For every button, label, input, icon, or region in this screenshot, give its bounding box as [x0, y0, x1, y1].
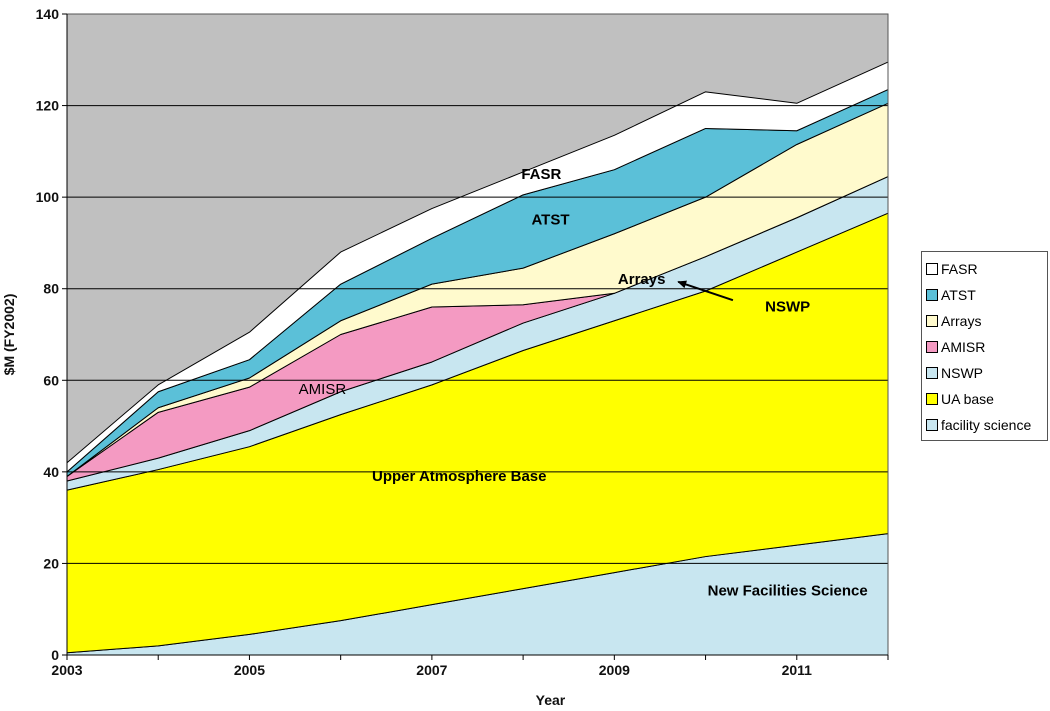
x-tick-label: 2009 [599, 662, 630, 678]
legend: FASR ATST Arrays AMISR NSWP UA base facility s… [921, 251, 1048, 441]
legend-item: ATST [926, 282, 1047, 308]
legend-label: UA base [941, 391, 994, 407]
y-tick-label: 20 [43, 555, 59, 571]
x-tick-label: 2011 [782, 662, 813, 678]
y-tick-label: 80 [43, 281, 59, 297]
y-tick-label: 60 [43, 372, 59, 388]
legend-item: FASR [926, 256, 1047, 282]
legend-swatch [926, 393, 938, 405]
y-tick-label: 100 [36, 189, 60, 205]
legend-label: FASR [941, 261, 978, 277]
legend-swatch [926, 263, 938, 275]
area-series [66, 61, 889, 656]
legend-label: facility science [941, 417, 1032, 433]
legend-label: Arrays [941, 313, 982, 329]
x-tick-label: 2003 [51, 662, 82, 678]
legend-label: NSWP [941, 365, 983, 381]
y-tick-label: 140 [36, 6, 60, 22]
nswp-arrow [677, 280, 734, 302]
legend-swatch [926, 341, 938, 353]
legend-item: UA base [926, 386, 1047, 412]
legend-item: NSWP [926, 360, 1047, 386]
y-tick-label: 0 [51, 647, 59, 663]
legend-swatch [926, 289, 938, 301]
x-tick-label: 2007 [416, 662, 447, 678]
legend-label: AMISR [941, 339, 986, 355]
legend-item: facility science [926, 412, 1047, 438]
legend-swatch [926, 315, 938, 327]
annotation-upper-atmosphere-base: Upper Atmosphere Base [372, 468, 547, 485]
legend-item: AMISR [926, 334, 1047, 360]
y-axis: 0 20 40 60 80 100 120 140 [36, 6, 68, 663]
gridlines [67, 105, 888, 564]
annotation-fasr: FASR [521, 166, 561, 183]
x-tick-label: 2005 [234, 662, 265, 678]
legend-swatch [926, 419, 938, 431]
y-axis-label: $M (FY2002) [1, 294, 17, 376]
x-axis: 2003 2005 2007 2009 2011 [51, 654, 889, 678]
legend-item: Arrays [926, 308, 1047, 334]
y-tick-label: 40 [43, 464, 59, 480]
annotation-atst: ATST [531, 212, 569, 229]
legend-label: ATST [941, 287, 976, 303]
y-tick-label: 120 [36, 98, 60, 114]
annotation-amisr: AMISR [299, 381, 347, 398]
annotation-nswp: NSWP [765, 299, 810, 316]
annotation-arrays: Arrays [618, 271, 666, 288]
x-axis-label: Year [536, 692, 566, 708]
annotations: FASR ATST Arrays NSWP AMISR Upper Atmosphere … [299, 166, 868, 600]
legend-swatch [926, 367, 938, 379]
annotation-new-facilities-science: New Facilities Science [708, 582, 868, 599]
